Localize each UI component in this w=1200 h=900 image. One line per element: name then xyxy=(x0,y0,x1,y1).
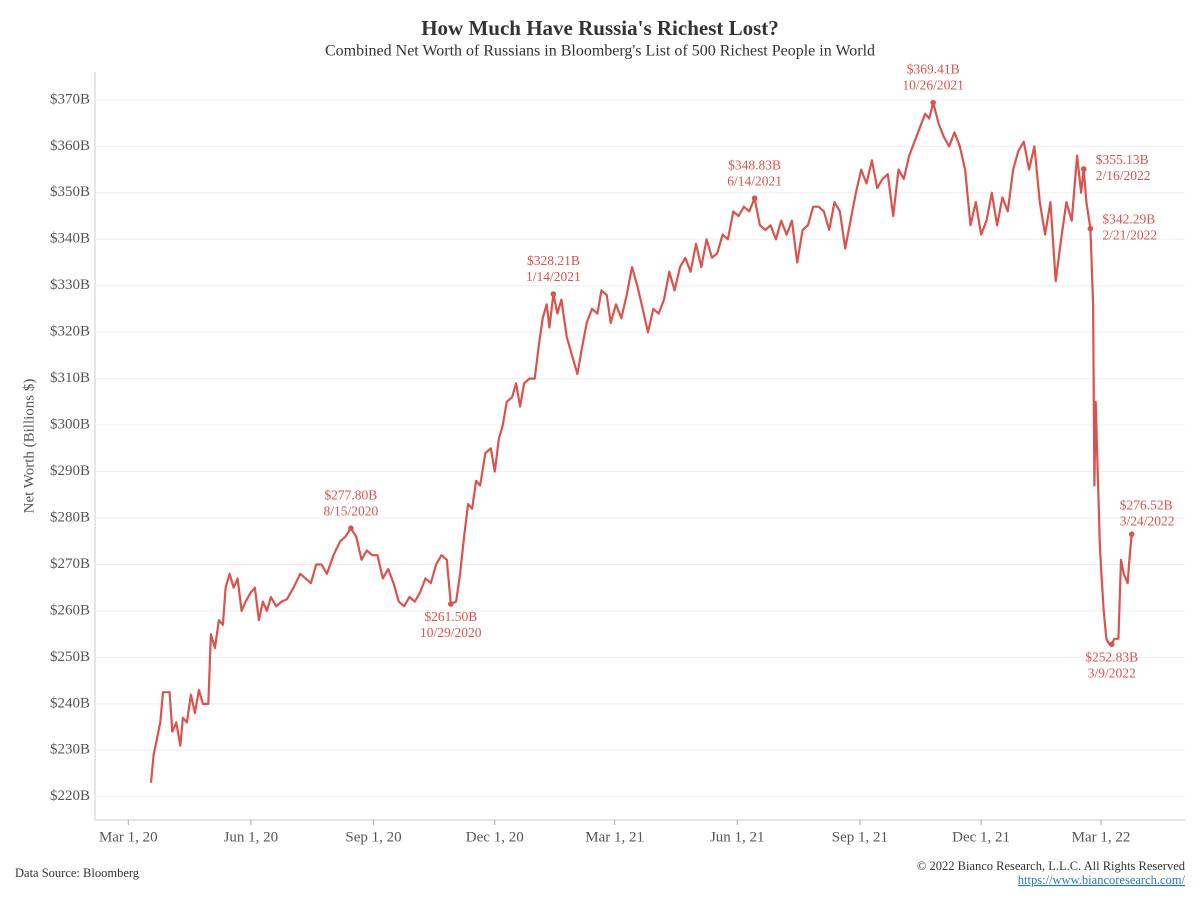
x-tick-label: Mar 1, 20 xyxy=(99,829,158,845)
y-tick-label: $320B xyxy=(50,324,90,340)
x-tick-label: Mar 1, 22 xyxy=(1072,829,1131,845)
x-tick-label: Jun 1, 20 xyxy=(224,829,279,845)
annotation-value: $277.80B xyxy=(324,487,377,502)
annotation-value: $328.21B xyxy=(527,253,580,268)
x-tick-label: Mar 1, 21 xyxy=(585,829,644,845)
annotation-date: 8/15/2020 xyxy=(323,503,378,518)
annotation-point xyxy=(1080,166,1087,172)
annotation-point xyxy=(1087,225,1094,232)
annotation-point xyxy=(751,195,758,202)
annotation-point xyxy=(1128,531,1135,537)
y-tick-label: $280B xyxy=(50,509,90,525)
y-axis-label: Net Worth (Billions $) xyxy=(21,379,37,514)
chart-title: How Much Have Russia's Richest Lost? xyxy=(421,16,779,40)
y-tick-label: $270B xyxy=(50,556,90,572)
annotation-point xyxy=(348,525,354,532)
y-tick-label: $220B xyxy=(50,788,90,804)
y-tick-label: $240B xyxy=(50,695,90,711)
annotation-value: $369.41B xyxy=(907,62,960,77)
y-tick-label: $300B xyxy=(50,417,90,433)
annotation-date: 10/26/2021 xyxy=(902,78,964,93)
y-tick-label: $290B xyxy=(50,463,90,479)
annotation-date: 10/29/2020 xyxy=(420,625,482,640)
y-tick-label: $310B xyxy=(50,370,90,386)
y-tick-label: $360B xyxy=(50,138,90,154)
y-tick-label: $370B xyxy=(50,91,90,107)
annotation-point xyxy=(1108,641,1115,648)
x-tick-label: Sep 1, 21 xyxy=(832,829,888,845)
url-link[interactable]: https://www.biancoresearch.com/ xyxy=(1018,873,1186,887)
annotation-date: 2/21/2022 xyxy=(1102,228,1157,243)
x-tick-label: Dec 1, 21 xyxy=(952,829,1010,845)
y-tick-label: $340B xyxy=(50,231,90,247)
annotation-value: $252.83B xyxy=(1085,649,1138,664)
annotation-point xyxy=(550,291,557,297)
annotation-point xyxy=(930,99,936,106)
annotation-date: 3/9/2022 xyxy=(1088,665,1136,680)
y-tick-label: $230B xyxy=(50,742,90,758)
series-line xyxy=(149,101,1133,783)
source: Data Source: Bloomberg xyxy=(15,866,140,880)
annotation-value: $342.29B xyxy=(1102,212,1155,227)
annotation-date: 6/14/2021 xyxy=(727,173,782,188)
annotation-point xyxy=(447,601,454,607)
y-tick-label: $330B xyxy=(50,277,90,293)
annotation-date: 3/24/2022 xyxy=(1120,513,1175,528)
annotation-value: $348.83B xyxy=(728,157,781,172)
x-tick-label: Jun 1, 21 xyxy=(710,829,765,845)
x-tick-label: Sep 1, 20 xyxy=(345,829,401,845)
y-tick-label: $350B xyxy=(50,184,90,200)
annotation-date: 2/16/2022 xyxy=(1096,168,1151,183)
annotation-date: 1/14/2021 xyxy=(526,269,581,284)
x-tick-label: Dec 1, 20 xyxy=(466,829,524,845)
y-tick-label: $250B xyxy=(50,649,90,665)
annotation-value: $261.50B xyxy=(424,609,477,624)
y-tick-label: $260B xyxy=(50,602,90,618)
annotation-value: $355.13B xyxy=(1096,152,1149,167)
copyright: © 2022 Bianco Research, L.L.C. All Right… xyxy=(917,859,1186,873)
annotation-value: $276.52B xyxy=(1120,497,1173,512)
chart-subtitle: Combined Net Worth of Russians in Bloomb… xyxy=(325,43,875,60)
